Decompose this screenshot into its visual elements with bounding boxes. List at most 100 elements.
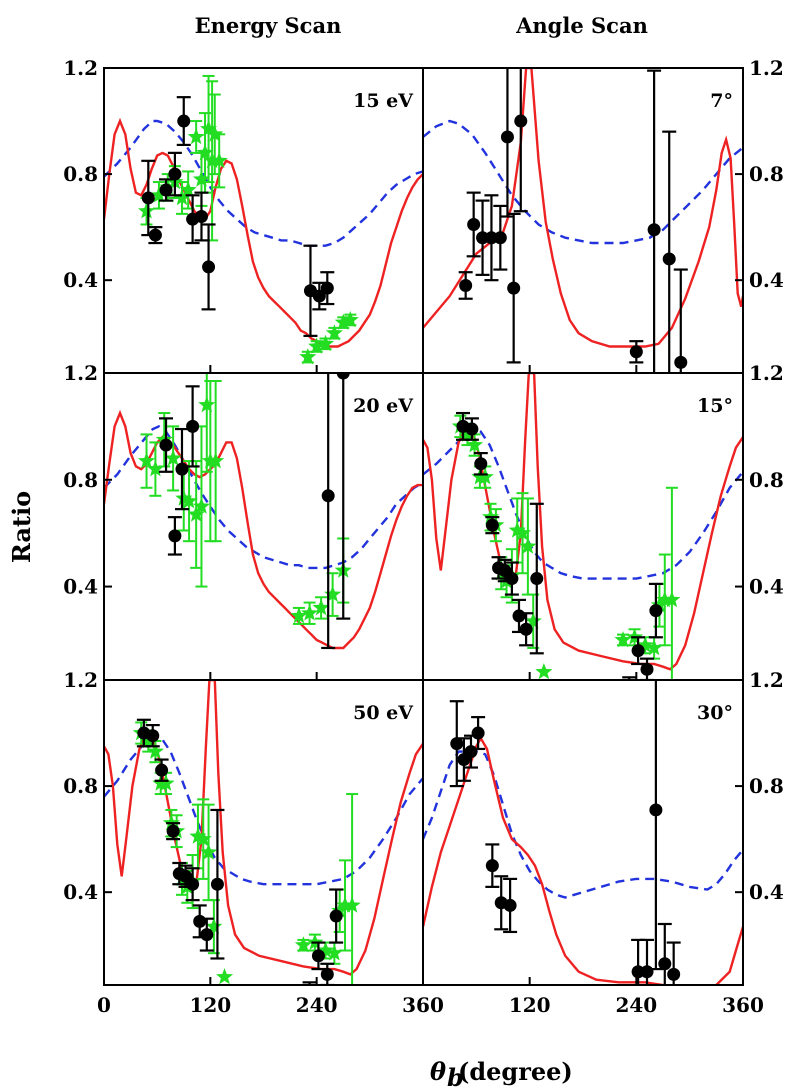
panel-label: 20 eV (353, 395, 414, 417)
black-data-point-4 (177, 114, 191, 128)
green-star-point-13 (205, 917, 223, 934)
black-data-point-10 (658, 957, 672, 971)
column-title-energy-scan: Energy Scan (195, 13, 342, 38)
y-tick-label-0: 1.2 (749, 361, 784, 385)
green-star-point-18 (645, 639, 663, 656)
solid-theory-curve (104, 680, 423, 976)
y-tick-label-0: 1.2 (749, 56, 784, 80)
x-tick-label-0: 0 (97, 993, 111, 1017)
green-star-point-15 (614, 631, 632, 648)
y-tick-label-1: 0.8 (63, 774, 98, 798)
black-data-point-3 (484, 231, 498, 245)
panel-angle-30deg: 1.2 0.8 0.4 120 240 360 30° (422, 668, 784, 1017)
green-star-point-12 (200, 843, 218, 860)
green-star-point-14 (324, 585, 342, 602)
black-data-point-7 (202, 260, 216, 274)
black-data-point-8 (640, 965, 654, 979)
black-data-point-6 (503, 898, 517, 912)
black-data-point-6 (186, 877, 200, 891)
black-data-point-6 (505, 572, 519, 586)
black-data-point-1 (168, 529, 182, 543)
black-data-point-2 (175, 462, 189, 476)
black-data-point-11 (631, 644, 645, 658)
green-star-point-13 (299, 348, 317, 365)
green-star-point-20 (336, 896, 354, 913)
green-star-point-6 (187, 128, 205, 145)
green-star-point-8 (198, 396, 216, 413)
black-data-point-3 (485, 518, 499, 532)
black-data-point-1 (148, 228, 162, 242)
black-data-point-3 (168, 167, 182, 181)
panel-energy-15eV: 1.2 0.8 0.4 15 eV (63, 56, 424, 374)
y-tick-label-0: 1.2 (63, 56, 98, 80)
black-data-point-7 (512, 609, 526, 623)
black-data-point-12 (640, 662, 654, 676)
panel-angle-15deg: 1.2 0.8 0.4 15° (422, 361, 784, 681)
panel-label: 15° (697, 395, 733, 417)
black-data-point-7 (514, 114, 528, 128)
plot-area (423, 680, 743, 985)
black-data-point-0 (450, 737, 464, 751)
green-star-point-4 (175, 489, 193, 506)
y-tick-label-1: 0.8 (749, 162, 784, 186)
black-data-point-7 (631, 965, 645, 979)
black-data-point-13 (329, 909, 343, 923)
x-tick-label-2: 240 (615, 993, 657, 1017)
green-star-point-7 (192, 170, 210, 187)
dashed-theory-curve (423, 750, 743, 899)
black-data-point-1 (465, 422, 479, 436)
green-star-point-13 (312, 598, 330, 616)
green-star-point-11 (194, 830, 212, 847)
green-star-point-8 (196, 143, 214, 161)
black-data-point-9 (210, 877, 224, 891)
green-star-point-17 (317, 941, 335, 958)
black-data-point-4 (485, 859, 499, 873)
y-tick-label-0: 1.2 (63, 668, 98, 692)
black-data-point-8 (629, 345, 643, 359)
y-axis-label: Ratio (7, 491, 36, 563)
black-data-point-10 (662, 252, 676, 266)
y-tick-label-0: 1.2 (749, 668, 784, 692)
black-data-point-2 (155, 763, 169, 777)
solid-theory-curve (104, 117, 423, 348)
black-data-point-1 (146, 729, 160, 743)
green-star-point-0 (138, 202, 156, 219)
green-star-point-1 (146, 460, 164, 477)
black-data-point-2 (474, 457, 488, 471)
black-data-point-9 (312, 289, 326, 303)
green-star-point-21 (343, 896, 361, 913)
green-star-point-20 (656, 590, 674, 608)
black-data-point-0 (459, 278, 473, 292)
green-star-point-18 (341, 311, 359, 328)
black-data-point-0 (141, 191, 155, 205)
black-data-point-9 (649, 803, 663, 817)
green-star-point-19 (331, 901, 349, 918)
y-tick-label-2: 0.4 (749, 268, 784, 292)
green-star-point-11 (290, 606, 308, 624)
plot-area (423, 373, 743, 680)
y-tick-label-2: 0.4 (63, 880, 98, 904)
green-star-point-5 (179, 181, 197, 198)
black-data-point-3 (166, 824, 180, 838)
green-star-point-4 (157, 774, 175, 791)
column-title-angle-scan: Angle Scan (515, 13, 648, 38)
panels-group: 1.20.80.415 eV1.20.80.47°1.20.80.420 eV1… (63, 56, 784, 1017)
black-data-point-7 (193, 914, 207, 928)
black-data-point-9 (530, 572, 544, 586)
black-data-point-5 (500, 130, 514, 144)
panel-frame (103, 372, 424, 681)
dashed-theory-curve (104, 425, 423, 570)
panel-energy-20eV: 1.2 0.8 0.4 20 eV (63, 361, 424, 681)
green-star-point-6 (187, 505, 205, 522)
green-star-point-16 (325, 324, 343, 341)
black-data-point-8 (519, 622, 533, 636)
y-tick-label-1: 0.8 (63, 162, 98, 186)
solid-theory-curve (423, 735, 743, 985)
black-data-point-13 (649, 604, 663, 618)
x-tick-label-2: 240 (296, 993, 338, 1017)
green-star-point-2 (146, 742, 164, 759)
green-star-point-21 (663, 590, 681, 608)
green-star-point-13 (524, 612, 542, 629)
y-tick-label-1: 0.8 (749, 774, 784, 798)
black-data-point-11 (311, 949, 325, 963)
